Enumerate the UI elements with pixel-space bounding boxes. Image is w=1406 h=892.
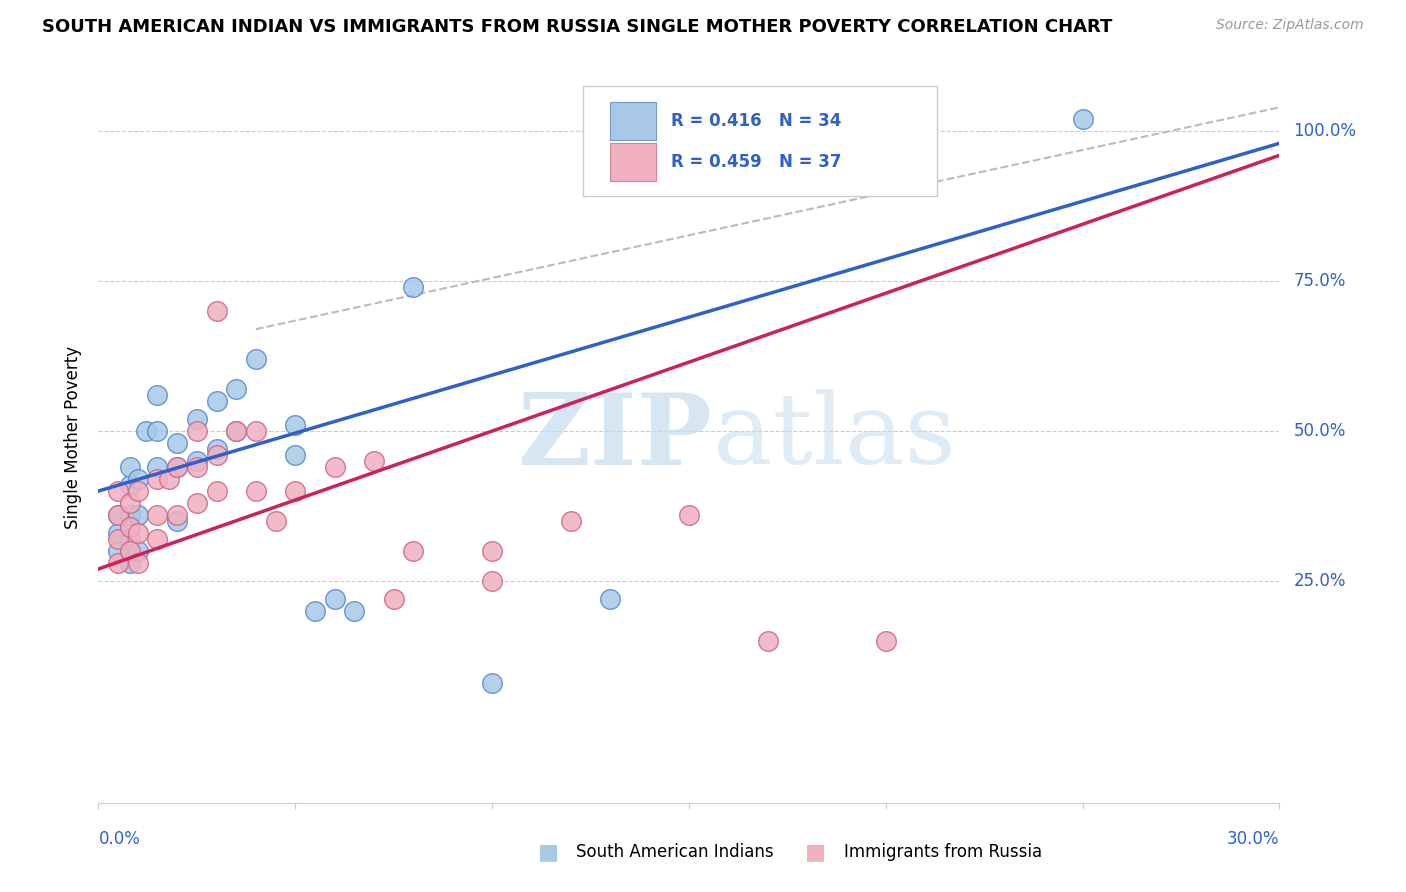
Y-axis label: Single Mother Poverty: Single Mother Poverty	[65, 345, 83, 529]
FancyBboxPatch shape	[582, 86, 936, 195]
Text: SOUTH AMERICAN INDIAN VS IMMIGRANTS FROM RUSSIA SINGLE MOTHER POVERTY CORRELATIO: SOUTH AMERICAN INDIAN VS IMMIGRANTS FROM…	[42, 18, 1112, 36]
Point	[118, 544, 141, 558]
Point	[225, 382, 247, 396]
Text: 0.0%: 0.0%	[98, 830, 141, 847]
Point	[127, 556, 149, 570]
Text: Source: ZipAtlas.com: Source: ZipAtlas.com	[1216, 18, 1364, 32]
Point	[205, 442, 228, 456]
Point	[107, 483, 129, 498]
Point	[118, 508, 141, 522]
Text: South American Indians: South American Indians	[576, 843, 775, 861]
Text: ■: ■	[538, 842, 558, 862]
Point	[264, 514, 287, 528]
Text: R = 0.416   N = 34: R = 0.416 N = 34	[671, 112, 842, 130]
Point	[284, 483, 307, 498]
Point	[118, 460, 141, 475]
Point	[146, 508, 169, 522]
Point	[245, 483, 267, 498]
Point	[1071, 112, 1094, 127]
Point	[205, 483, 228, 498]
Point	[166, 514, 188, 528]
Text: ZIP: ZIP	[517, 389, 713, 485]
Point	[135, 424, 157, 438]
Point	[118, 532, 141, 546]
Point	[323, 591, 346, 606]
Point	[205, 394, 228, 409]
Point	[225, 424, 247, 438]
FancyBboxPatch shape	[610, 143, 655, 181]
Point	[304, 604, 326, 618]
Text: 75.0%: 75.0%	[1294, 272, 1346, 290]
Point	[146, 472, 169, 486]
Point	[166, 436, 188, 450]
Point	[146, 532, 169, 546]
Text: 25.0%: 25.0%	[1294, 572, 1346, 590]
Point	[107, 532, 129, 546]
Point	[205, 304, 228, 318]
Point	[118, 556, 141, 570]
Point	[343, 604, 366, 618]
Point	[481, 544, 503, 558]
Point	[107, 526, 129, 541]
Point	[107, 508, 129, 522]
Point	[363, 454, 385, 468]
Point	[157, 472, 180, 486]
Point	[481, 676, 503, 690]
Point	[205, 448, 228, 462]
Text: 30.0%: 30.0%	[1227, 830, 1279, 847]
Point	[127, 544, 149, 558]
Text: R = 0.459   N = 37: R = 0.459 N = 37	[671, 153, 842, 171]
Text: atlas: atlas	[713, 389, 955, 485]
Point	[166, 508, 188, 522]
Point	[481, 574, 503, 588]
Point	[186, 454, 208, 468]
Text: Immigrants from Russia: Immigrants from Russia	[844, 843, 1042, 861]
Point	[756, 634, 779, 648]
Point	[284, 448, 307, 462]
Point	[382, 591, 405, 606]
Point	[127, 483, 149, 498]
Point	[186, 424, 208, 438]
Point	[127, 472, 149, 486]
FancyBboxPatch shape	[610, 102, 655, 140]
Text: ■: ■	[806, 842, 825, 862]
Text: 100.0%: 100.0%	[1294, 122, 1357, 140]
Point	[323, 460, 346, 475]
Point	[146, 460, 169, 475]
Point	[107, 544, 129, 558]
Point	[186, 496, 208, 510]
Point	[118, 520, 141, 534]
Point	[146, 424, 169, 438]
Point	[245, 424, 267, 438]
Point	[402, 544, 425, 558]
Point	[245, 352, 267, 367]
Point	[146, 388, 169, 402]
Point	[166, 460, 188, 475]
Point	[166, 460, 188, 475]
Point	[107, 508, 129, 522]
Text: 50.0%: 50.0%	[1294, 422, 1346, 440]
Point	[118, 496, 141, 510]
Point	[225, 424, 247, 438]
Point	[402, 280, 425, 294]
Point	[107, 556, 129, 570]
Point	[186, 412, 208, 426]
Point	[127, 508, 149, 522]
Point	[678, 508, 700, 522]
Point	[284, 418, 307, 433]
Point	[599, 591, 621, 606]
Point	[127, 526, 149, 541]
Point	[560, 514, 582, 528]
Point	[186, 460, 208, 475]
Point	[118, 478, 141, 492]
Point	[875, 634, 897, 648]
